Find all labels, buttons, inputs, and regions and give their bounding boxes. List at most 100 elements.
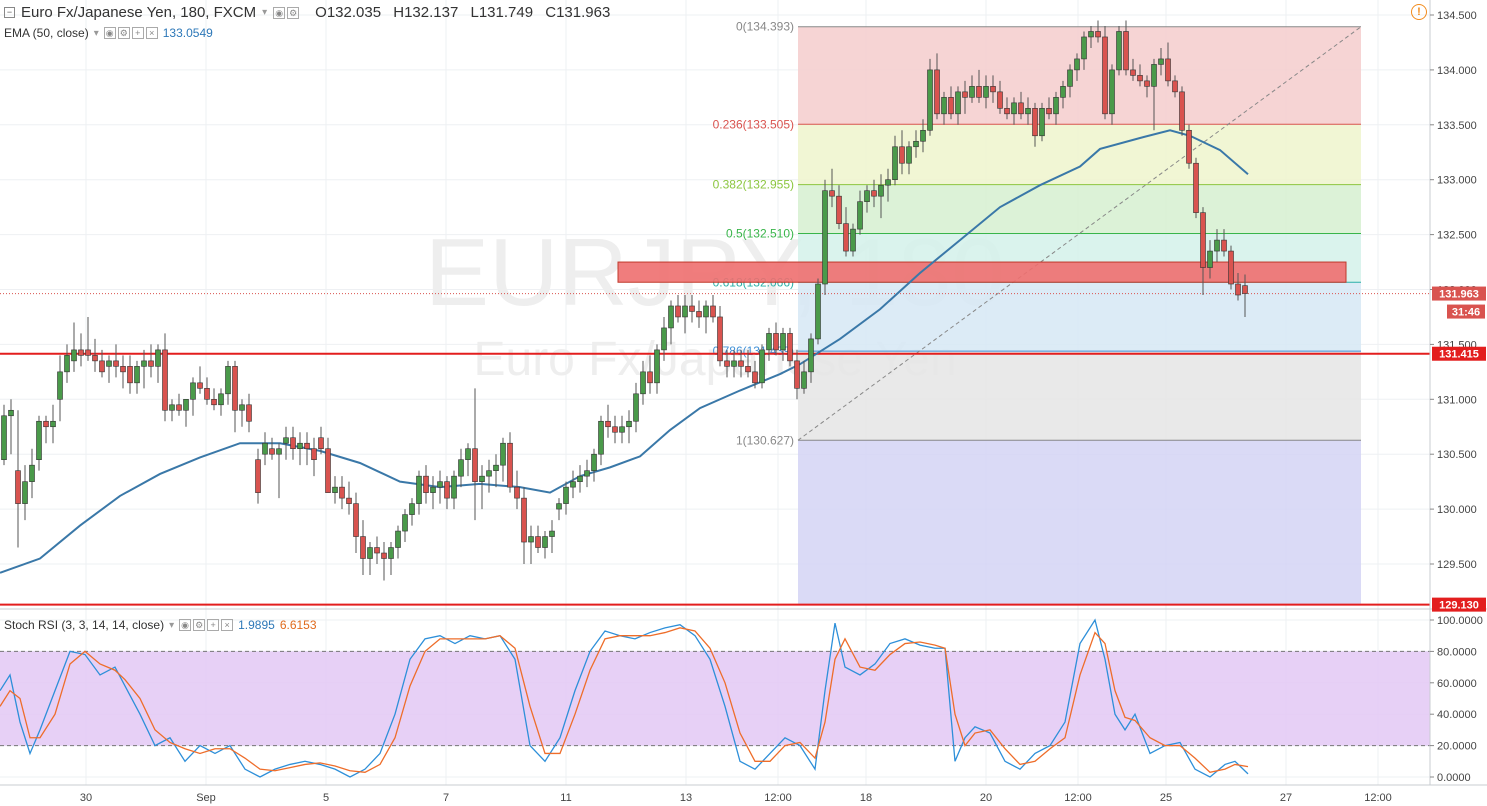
series-controls[interactable]: ◉ ⚙	[273, 6, 300, 19]
resistance-zone	[617, 261, 1347, 283]
candle	[948, 86, 954, 120]
time-axis-label: 30	[80, 792, 92, 804]
ema-controls[interactable]: ◉ ⚙ + ×	[103, 27, 158, 39]
candle	[920, 119, 926, 153]
chevron-down-icon[interactable]: ▾	[169, 619, 175, 631]
candle	[134, 360, 140, 394]
candle-body	[703, 305, 709, 318]
stoch-axis-label: 40.0000	[1437, 709, 1477, 721]
time-axis-label: 11	[560, 792, 571, 804]
candle	[92, 338, 98, 372]
stoch-k-value: 1.9895	[238, 618, 275, 632]
price-axis-label: 129.500	[1437, 559, 1477, 571]
candle-body	[1179, 91, 1185, 131]
candle	[283, 426, 289, 460]
candle	[647, 355, 653, 394]
candle-body	[1046, 108, 1052, 115]
candle-body	[570, 481, 576, 488]
fib-zone	[798, 26, 1361, 125]
candle	[815, 278, 821, 345]
candle	[710, 294, 716, 323]
candle	[563, 481, 569, 515]
candle	[486, 459, 492, 493]
fib-zone	[798, 440, 1361, 605]
candle-body	[738, 360, 744, 367]
close-value: 131.963	[556, 4, 611, 21]
chevron-down-icon[interactable]: ▾	[93, 27, 99, 39]
candle-body	[787, 333, 793, 362]
candle	[549, 520, 555, 554]
ohlc-values: O132.035 H132.137 L131.749 C131.963	[315, 4, 618, 21]
candle-body	[780, 333, 786, 351]
candle-body	[892, 146, 898, 180]
stoch-legend[interactable]: Stoch RSI (3, 3, 14, 14, close) ▾ ◉ ⚙ + × 1…	[4, 618, 317, 632]
close-icon[interactable]: ×	[221, 619, 234, 631]
candle-body	[948, 97, 954, 115]
candle	[78, 333, 84, 367]
price-tag-label: 131.963	[1439, 289, 1479, 301]
candle-body	[304, 442, 310, 450]
add-icon[interactable]: +	[131, 27, 144, 39]
gear-icon[interactable]: ⚙	[117, 27, 130, 39]
candle	[997, 80, 1003, 114]
chart-header: − Euro Fx/Japanese Yen, 180, FXCM ▾ ◉ ⚙ O…	[4, 4, 618, 21]
candle-body	[969, 86, 975, 98]
candle-body	[444, 481, 450, 499]
eye-icon[interactable]: ◉	[103, 27, 116, 39]
candle-body	[262, 442, 268, 455]
stoch-d-value: 6.6153	[279, 618, 317, 632]
candle	[176, 393, 182, 416]
eye-icon[interactable]: ◉	[273, 6, 286, 19]
candle	[1193, 157, 1199, 219]
candle	[766, 327, 772, 361]
candle-body	[654, 349, 660, 384]
candle-body	[346, 497, 352, 504]
candle-body	[1214, 239, 1220, 252]
low-label: L	[470, 4, 479, 21]
candle-body	[605, 420, 611, 428]
candle	[1214, 229, 1220, 263]
stoch-d-line	[0, 627, 1249, 773]
stoch-controls[interactable]: ◉ ⚙ + ×	[179, 619, 234, 631]
candle	[472, 388, 478, 521]
alert-icon[interactable]: !	[1411, 4, 1427, 20]
high-label: H	[393, 4, 405, 21]
candle-body	[486, 470, 492, 477]
candle	[225, 360, 231, 405]
candle-body	[1165, 58, 1171, 82]
candle	[934, 53, 940, 120]
candle	[416, 470, 422, 515]
time-axis-label: 5	[323, 792, 329, 804]
candle	[304, 432, 310, 466]
price-axis-label: 131.000	[1437, 394, 1477, 406]
candle	[64, 344, 70, 383]
collapse-icon[interactable]: −	[4, 7, 15, 18]
candle-body	[1207, 250, 1213, 268]
candle-body	[162, 349, 168, 411]
candle-body	[388, 547, 394, 559]
ema-legend[interactable]: EMA (50, close) ▾ ◉ ⚙ + × 133.0549	[4, 26, 213, 40]
candle-body	[127, 366, 133, 384]
candle-body	[549, 530, 555, 537]
close-icon[interactable]: ×	[145, 27, 158, 39]
candle	[85, 316, 91, 361]
candle-body	[297, 442, 303, 450]
gear-icon[interactable]: ⚙	[287, 6, 300, 19]
gear-icon[interactable]: ⚙	[193, 619, 206, 631]
candle	[843, 207, 849, 257]
candle-body	[148, 360, 154, 367]
candle-body	[556, 503, 562, 510]
eye-icon[interactable]: ◉	[179, 619, 192, 631]
candle-body	[71, 349, 77, 362]
candle-body	[1116, 31, 1122, 71]
chevron-down-icon[interactable]: ▾	[262, 7, 268, 18]
candle	[239, 399, 245, 427]
candle-body	[752, 371, 758, 384]
candle	[1102, 25, 1108, 120]
candle-body	[1095, 31, 1101, 38]
add-icon[interactable]: +	[207, 619, 220, 631]
candle-body	[1151, 64, 1157, 87]
candle	[605, 404, 611, 438]
stoch-axis-label: 80.0000	[1437, 646, 1477, 658]
